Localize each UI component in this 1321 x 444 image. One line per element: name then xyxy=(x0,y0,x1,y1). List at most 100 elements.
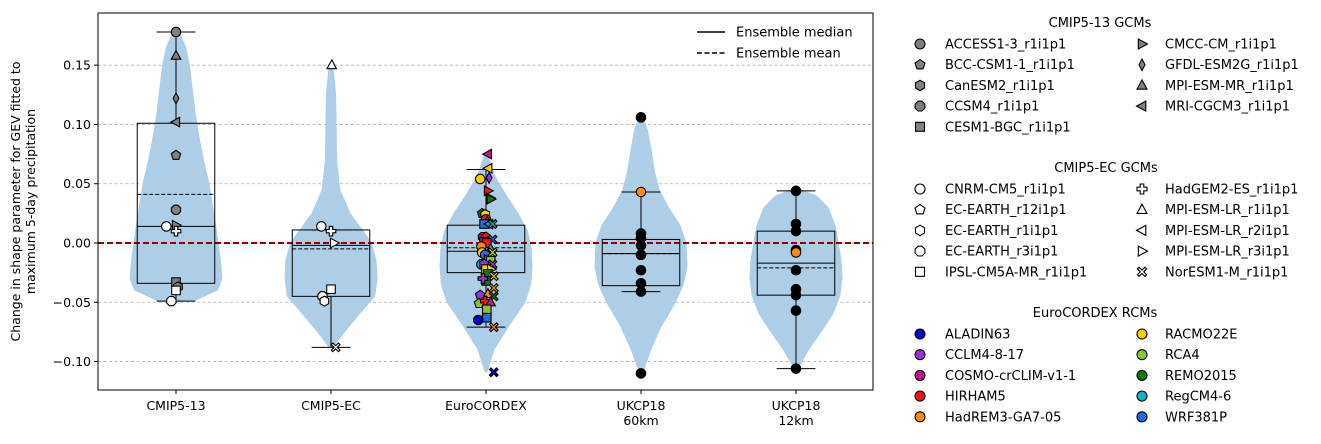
legend-item-label: EC-EARTH_r3i1p1 xyxy=(945,245,1058,260)
legend-marker xyxy=(1136,411,1148,423)
y-tick-label: 0.15 xyxy=(63,58,91,73)
data-point xyxy=(635,286,647,297)
legend-marker xyxy=(1138,57,1146,72)
legend-marker xyxy=(1136,390,1148,402)
data-point xyxy=(635,240,647,251)
x-tick-label: UKCP18 xyxy=(772,398,821,413)
legend-item-label: CCSM4_r1i1p1 xyxy=(945,100,1039,115)
legend-item-label: CMCC-CM_r1i1p1 xyxy=(1165,38,1277,53)
data-point xyxy=(326,58,338,70)
legend-item-label: MPI-ESM-LR_r3i1p1 xyxy=(1165,245,1290,260)
data-point xyxy=(481,148,493,160)
y-tick-label: 0.00 xyxy=(63,235,91,250)
points-layer xyxy=(161,26,802,379)
data-point xyxy=(169,116,181,128)
legend-item-label: WRF381P xyxy=(1165,410,1227,425)
legend-item-label: MRI-CGCM3_r1i1p1 xyxy=(1165,100,1290,115)
legend-item-label: RegCM4-6 xyxy=(1165,390,1231,405)
data-point xyxy=(477,273,489,284)
data-point xyxy=(790,247,802,258)
legend-item-label: COSMO-crCLIM-v1-1 xyxy=(945,369,1076,384)
y-tick-label: 0.05 xyxy=(63,176,91,191)
legend-marker xyxy=(1137,38,1149,50)
data-point xyxy=(474,173,486,185)
data-point xyxy=(166,295,177,307)
legend-marker xyxy=(914,390,926,402)
data-point xyxy=(170,225,182,237)
legend-item-label: CESM1-BGC_r1i1p1 xyxy=(945,120,1071,135)
data-point xyxy=(790,363,802,374)
legend-item-label: HadREM3-GA7-05 xyxy=(945,410,1061,425)
data-point xyxy=(635,249,647,261)
data-point xyxy=(319,295,330,307)
data-point xyxy=(635,368,647,379)
legend-item-label: HIRHAM5 xyxy=(945,390,1006,405)
legend-item-label: RACMO22E xyxy=(1165,328,1237,343)
data-point xyxy=(170,49,182,60)
legend-group xyxy=(914,183,1149,278)
legend-group xyxy=(914,328,1148,423)
data-point xyxy=(330,342,341,353)
x-tick-label: CMIP5-13 xyxy=(146,398,205,413)
legend-marker xyxy=(1136,349,1148,361)
legend-marker xyxy=(914,349,926,361)
legend-item-label: IPSL-CM5A-MR_r1i1p1 xyxy=(945,265,1087,280)
legend-item-label: ACCESS1-3_r1i1p1 xyxy=(945,38,1066,53)
legend-marker xyxy=(914,58,926,70)
legend-marker xyxy=(914,411,926,423)
legend-item-label: CCLM4-8-17 xyxy=(945,348,1024,363)
data-point xyxy=(325,225,337,237)
legend-item-label: CNRM-CM5_r1i1p1 xyxy=(945,183,1066,198)
legend-marker xyxy=(1136,369,1148,381)
data-point xyxy=(170,204,182,215)
data-point xyxy=(487,247,498,258)
legend-marker xyxy=(1136,266,1148,278)
data-point xyxy=(488,367,499,378)
legend-marker xyxy=(1136,203,1148,214)
x-tick-label: 60km xyxy=(623,413,658,428)
legend-line-label: Ensemble mean xyxy=(736,47,841,62)
data-point xyxy=(161,221,172,232)
legend-marker xyxy=(914,266,926,277)
legend-group xyxy=(914,38,1149,132)
data-point xyxy=(487,218,498,230)
data-point xyxy=(790,305,802,316)
legend-marker xyxy=(1136,78,1148,90)
legend-item-label: NorESM1-M_r1i1p1 xyxy=(1165,265,1288,280)
legend-marker xyxy=(1136,183,1148,195)
data-point xyxy=(790,264,802,276)
legend-marker xyxy=(914,224,926,237)
data-point xyxy=(488,271,499,282)
data-point xyxy=(790,225,802,237)
data-point xyxy=(316,221,327,232)
data-point xyxy=(486,193,498,205)
y-tick-label: −0.05 xyxy=(53,295,91,310)
legend-item-label: BCC-CSM1-1_r1i1p1 xyxy=(945,58,1075,73)
y-tick-label: 0.10 xyxy=(63,117,91,132)
legend-marker xyxy=(914,121,926,132)
data-point xyxy=(472,314,484,326)
legend-marker xyxy=(914,100,926,112)
x-tick-label: CMIP5-EC xyxy=(301,398,361,413)
y-axis-label: Change in shape parameter for GEV fitted… xyxy=(8,62,23,342)
y-tick-label: −0.10 xyxy=(53,354,91,369)
data-point xyxy=(790,185,802,197)
violin-body xyxy=(749,189,843,369)
legend-marker xyxy=(1137,245,1149,258)
legend-item-label: MPI-ESM-LR_r2i1p1 xyxy=(1165,224,1290,239)
legend-item-label: EC-EARTH_r12i1p1 xyxy=(945,203,1067,218)
y-axis-label: maximum 5-day precipitation xyxy=(23,109,38,294)
legend-item-label: CanESM2_r1i1p1 xyxy=(945,79,1055,94)
legend-marker xyxy=(914,203,926,215)
data-point xyxy=(481,312,492,323)
x-tick-label: UKCP18 xyxy=(617,398,666,413)
x-tick-label: EuroCORDEX xyxy=(445,398,527,413)
legend-group-title: CMIP5-EC GCMs xyxy=(1054,161,1158,176)
data-point xyxy=(481,304,492,315)
legend-group-title: EuroCORDEX RCMs xyxy=(1033,306,1158,321)
legend-item-label: REMO2015 xyxy=(1165,369,1237,384)
line-legend-box xyxy=(690,18,866,64)
legend-marker xyxy=(914,38,926,50)
line-legend xyxy=(690,18,866,64)
